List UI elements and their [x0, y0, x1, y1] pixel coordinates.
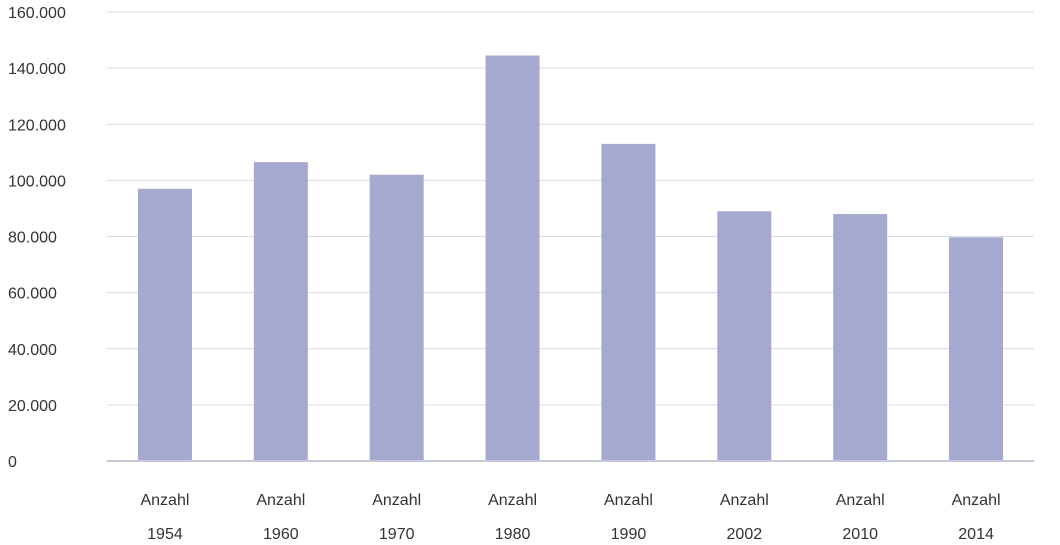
- x-tick-label: 1990: [611, 526, 647, 543]
- x-tick-label: 1954: [147, 526, 183, 543]
- x-tick-label: Anzahl: [372, 492, 421, 509]
- x-tick-label: Anzahl: [952, 492, 1001, 509]
- y-tick-label: 160.000: [8, 5, 66, 22]
- bar: [949, 237, 1004, 461]
- x-tick-label: 2010: [842, 526, 878, 543]
- x-axis-category-labels: Anzahl 1954 Anzahl 1960 Anzahl 1970 Anzahl 1980…: [140, 492, 1000, 543]
- x-tick-label: 1960: [263, 526, 299, 543]
- y-axis-tick-labels: 0 20.000 40.000 60.000 80.000 100.000 120.000 1…: [8, 5, 66, 471]
- grid-lines: [107, 11, 1034, 406]
- y-tick-label: 140.000: [8, 61, 66, 78]
- x-tick-label: 2014: [958, 526, 994, 543]
- bar: [369, 174, 424, 461]
- x-tick-label: 1980: [495, 526, 531, 543]
- y-tick-label: 60.000: [8, 286, 57, 303]
- y-tick-label: 80.000: [8, 230, 57, 247]
- x-tick-label: Anzahl: [256, 492, 305, 509]
- y-tick-label: 20.000: [8, 398, 57, 415]
- x-tick-label: Anzahl: [488, 492, 537, 509]
- bar: [717, 211, 772, 461]
- x-tick-label: 1970: [379, 526, 415, 543]
- x-tick-label: Anzahl: [836, 492, 885, 509]
- x-tick-label: Anzahl: [140, 492, 189, 509]
- bar: [253, 162, 308, 461]
- bars: [137, 55, 1004, 462]
- x-tick-label: Anzahl: [720, 492, 769, 509]
- x-tick-label: Anzahl: [604, 492, 653, 509]
- bar: [601, 143, 656, 462]
- x-tick-label: 2002: [727, 526, 763, 543]
- y-tick-label: 100.000: [8, 173, 66, 190]
- bar: [833, 214, 888, 461]
- y-tick-label: 40.000: [8, 342, 57, 359]
- y-tick-label: 0: [8, 454, 17, 471]
- bar: [137, 188, 192, 461]
- y-tick-label: 120.000: [8, 117, 66, 134]
- bar: [485, 55, 540, 461]
